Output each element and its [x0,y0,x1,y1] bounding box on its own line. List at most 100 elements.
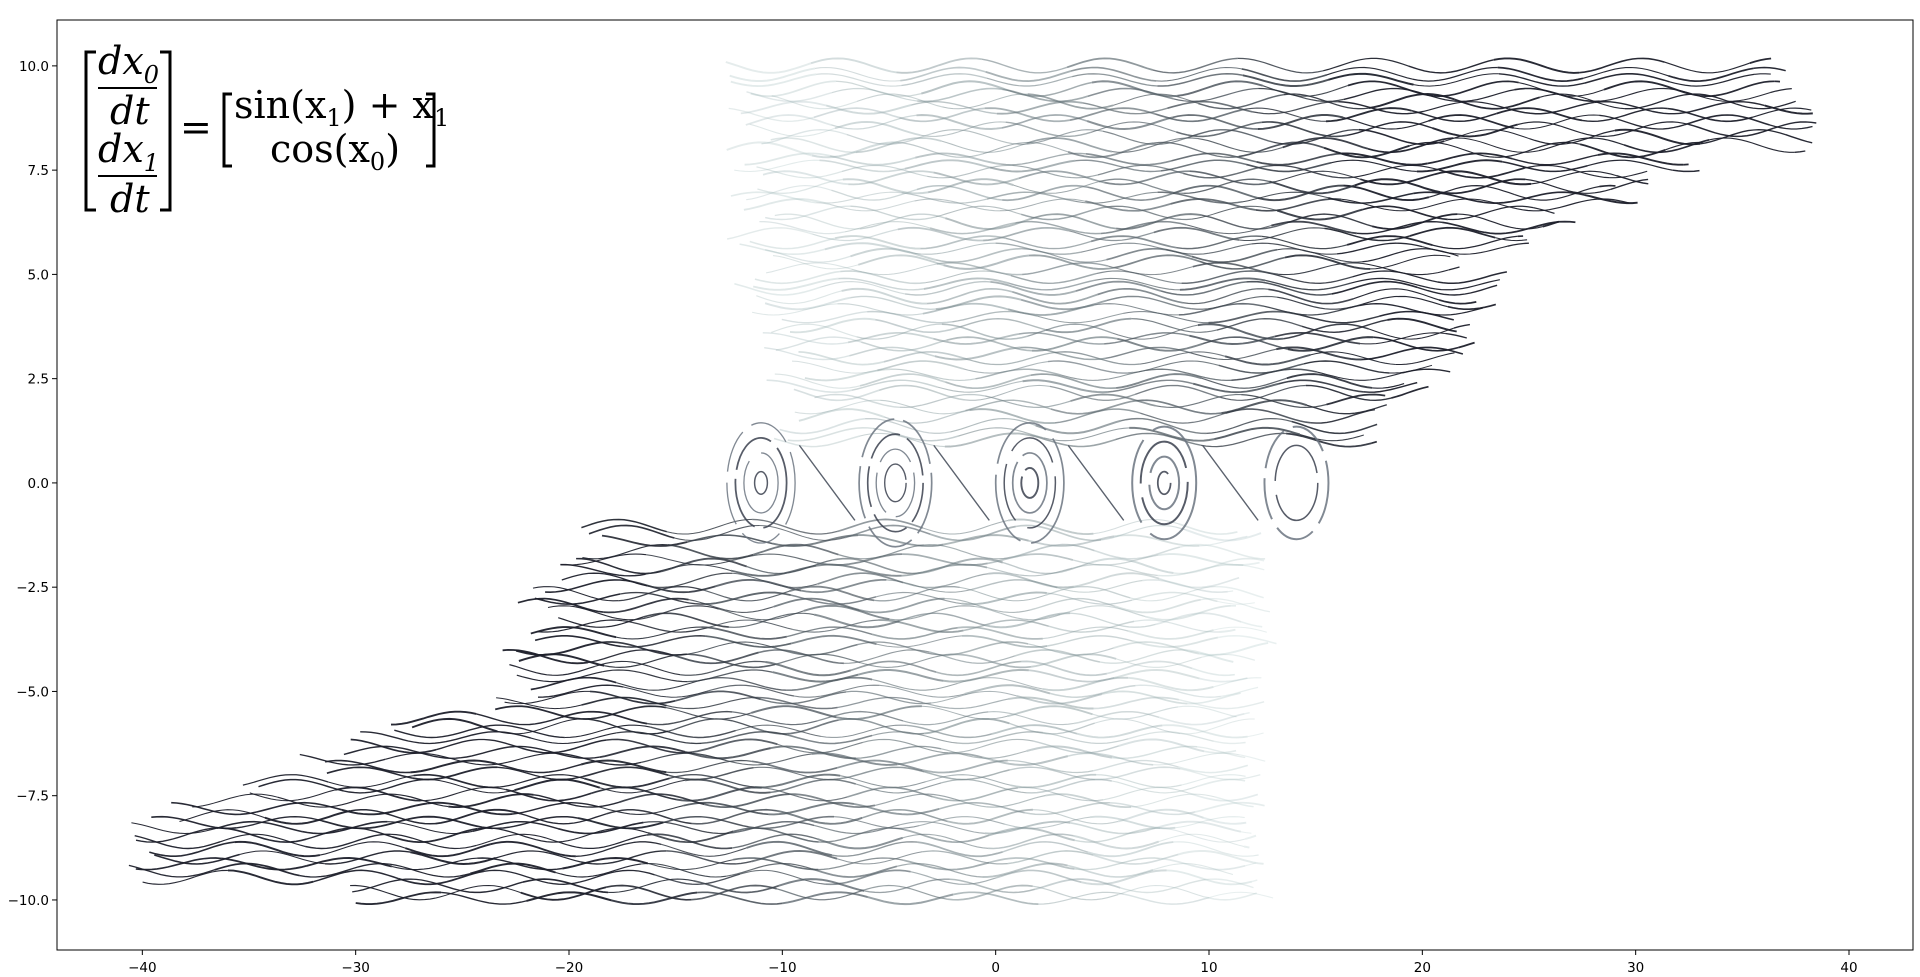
streamline-lower [917,841,1003,858]
streamline-lower [227,869,314,886]
streamline-upper [842,178,929,195]
streamline-lower [1109,802,1196,816]
streamline-lower [1113,669,1200,680]
streamline-upper [764,347,850,361]
streamline-upper [933,333,1019,345]
streamline-upper [762,332,849,345]
streamline-lower [857,669,944,682]
rhs-bottom-expression: cos(x0) [270,127,400,176]
streamline-lower [564,724,651,739]
streamline-upper [877,360,963,372]
streamline-lower [1042,626,1129,640]
streamline-lower [580,705,667,720]
streamline-upper [1433,80,1519,98]
streamline-upper [744,152,831,166]
streamline-upper [1043,427,1130,442]
streamline-upper [1102,130,1189,145]
streamline-lower [929,651,1015,664]
streamline-lower [871,626,958,640]
streamline-upper [1395,352,1455,366]
streamline-upper [1140,412,1226,424]
closed-orbit [726,422,796,544]
streamline-upper [774,373,861,389]
streamline-lower [646,554,732,566]
streamline-upper [770,137,857,154]
streamline-upper [1238,141,1325,158]
streamline-upper [1668,67,1754,82]
streamline-upper [856,93,943,108]
streamline-lower [1113,534,1200,547]
streamline-upper [945,374,1031,390]
streamline-lower [687,669,773,683]
x-tick-label: −10 [768,960,797,976]
rhs-right-bracket [426,92,436,168]
streamline-lower [959,586,1046,602]
streamline-upper [880,399,966,415]
streamline-lower [1113,641,1199,655]
streamline-upper [1005,237,1092,250]
streamline-upper [1346,235,1433,246]
streamline-upper [914,198,1000,212]
streamline-lower [398,870,485,886]
streamline-lower [800,579,887,594]
streamline-lower [1074,857,1160,871]
streamline-lower [752,696,838,710]
streamline-lower [1024,802,1110,816]
streamline-upper [1028,254,1115,270]
streamline-upper [1100,220,1187,235]
streamline-lower [776,809,863,825]
streamline-lower [1198,641,1269,656]
streamline-upper [850,247,937,261]
streamline-lower [850,660,937,673]
streamline-lower [666,850,752,865]
streamline-upper [756,166,843,179]
streamline-lower [411,717,498,733]
streamline-upper [1432,235,1518,250]
streamline-upper [1513,114,1600,130]
streamline-lower [818,857,904,871]
streamline-lower [1217,600,1255,605]
streamline-upper [1020,346,1106,361]
streamline-lower [313,869,399,883]
streamline-upper [865,417,951,434]
streamline-lower [1208,891,1274,899]
streamline-lower [1017,786,1104,802]
streamline-lower [1180,718,1255,735]
equals-sign: = [180,105,212,149]
streamline-lower [816,563,902,577]
streamline-upper [1770,87,1792,94]
streamline-lower [476,713,562,726]
streamline-lower [1034,878,1121,891]
streamline-lower [984,820,1071,835]
streamline-lower [864,878,950,894]
streamline-lower [390,833,477,850]
streamline-lower [1007,759,1094,774]
streamline-lower [1158,553,1244,566]
streamline-upper [1361,346,1448,361]
streamline-lower [650,726,736,739]
streamline-upper [1022,262,1108,276]
streamline-lower [582,544,668,560]
streamline-lower [1177,705,1237,718]
y-tick-label: −10.0 [8,893,49,909]
y-tick-label: 0.0 [28,476,49,492]
streamline-upper [1700,129,1786,145]
streamline-lower [589,690,676,705]
closed-orbit [1139,440,1189,526]
streamline-lower [715,578,802,592]
streamline-upper [1153,226,1240,241]
streamline-lower [1197,746,1246,759]
streamline-upper [916,114,1002,130]
streamline-lower [264,809,351,825]
y-tick-label: −7.5 [16,789,49,805]
streamline-upper [1167,100,1253,113]
streamline-upper [1257,184,1344,202]
streamline-lower [1145,604,1231,621]
x-tick-label: 30 [1627,960,1644,976]
streamline-lower [988,572,1074,589]
streamline-lower [498,774,585,788]
x-tick-label: −20 [555,960,584,976]
streamline-lower [991,724,1078,735]
streamline-lower [1243,845,1250,849]
streamline-lower [599,745,686,758]
